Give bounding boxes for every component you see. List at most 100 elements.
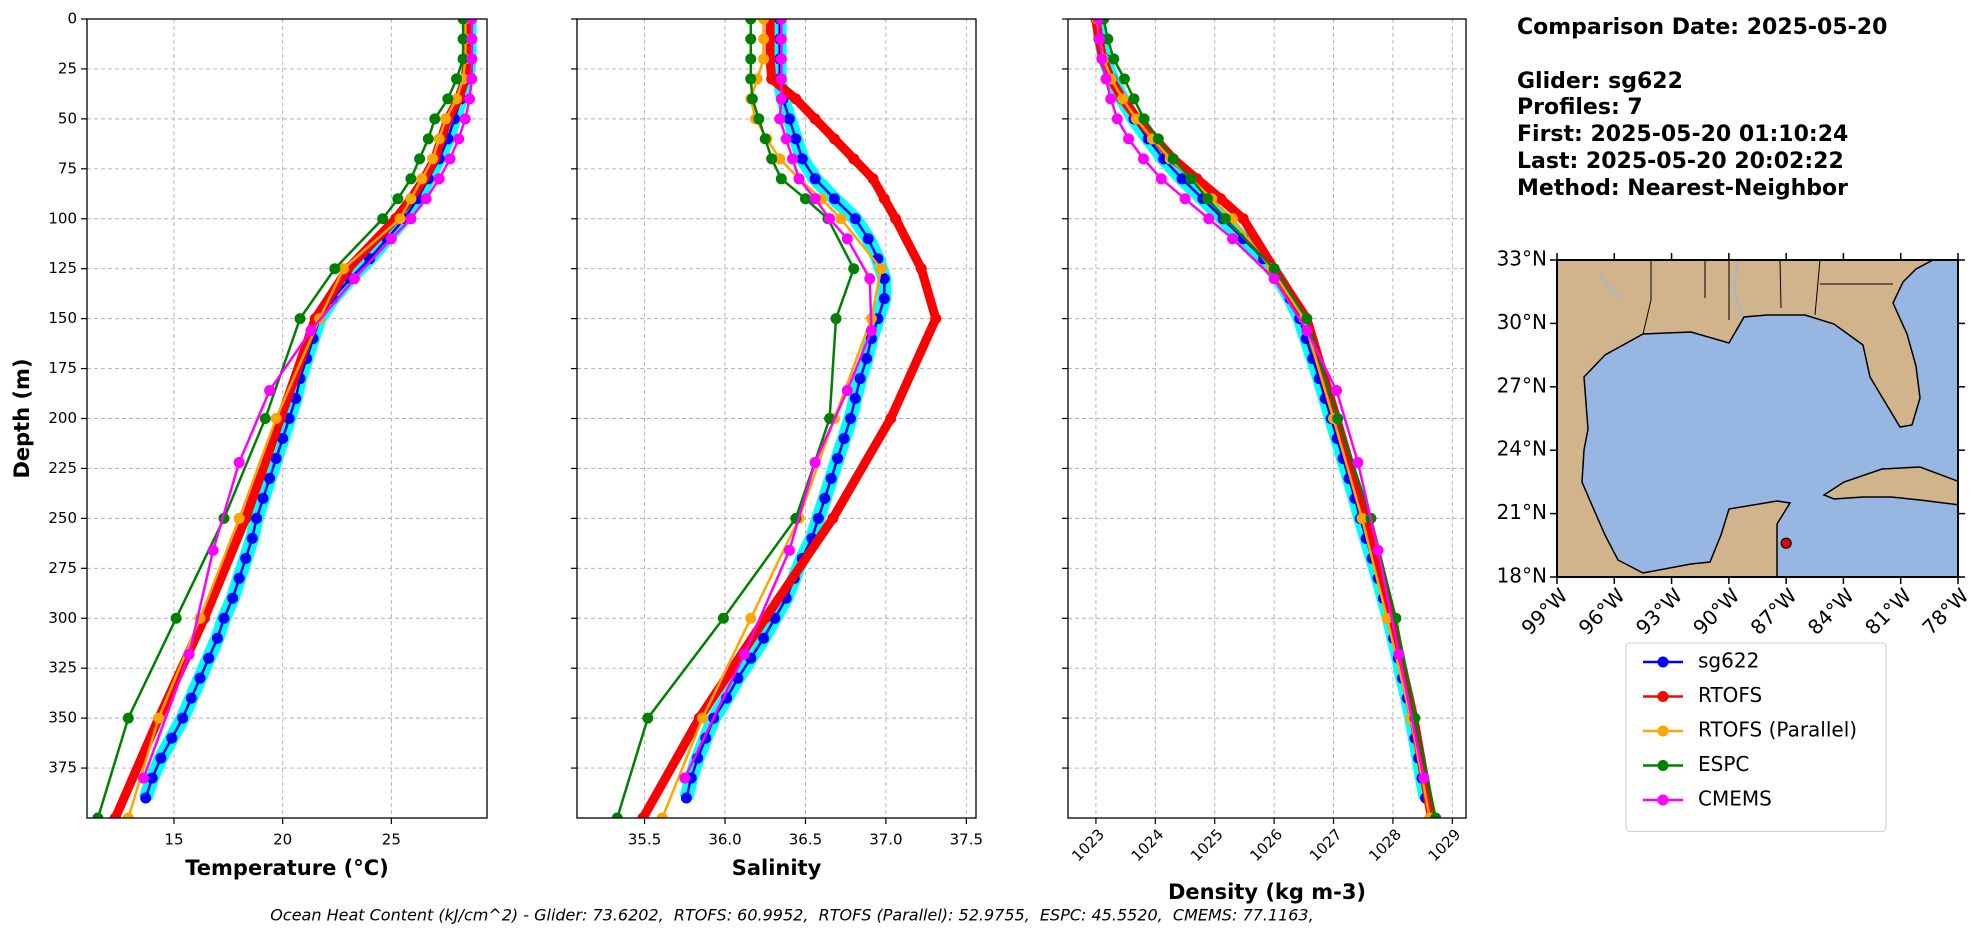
map-x-tick-label: 90°W bbox=[1688, 583, 1744, 639]
legend-box bbox=[1625, 642, 1887, 832]
x-tick-label: 1024 bbox=[1128, 825, 1168, 865]
profile-point bbox=[824, 213, 836, 225]
rivers bbox=[1599, 260, 1743, 318]
y-tick-label: 25 bbox=[58, 59, 77, 77]
profile-point bbox=[809, 193, 821, 205]
profile-point bbox=[1202, 193, 1214, 205]
profile-point bbox=[679, 772, 691, 784]
y-tick-label: 125 bbox=[48, 259, 77, 277]
profile-point bbox=[348, 273, 360, 285]
map-frame bbox=[1556, 259, 1959, 578]
y-axis-label: Depth (m) bbox=[10, 358, 34, 478]
profile-point bbox=[270, 452, 282, 464]
profile-point bbox=[745, 73, 757, 85]
x-tick-label: 37.5 bbox=[950, 831, 983, 849]
x-tick-label: 1023 bbox=[1068, 825, 1108, 865]
y-tick-label: 275 bbox=[48, 559, 77, 577]
info-line: Profiles: 7 bbox=[1517, 95, 1643, 120]
profile-point bbox=[451, 93, 463, 105]
profile-point bbox=[827, 512, 839, 524]
profile-point bbox=[259, 413, 271, 424]
legend-label: sg622 bbox=[1698, 649, 1759, 673]
profile-point bbox=[1176, 173, 1188, 185]
map-x-tick-label: 78°W bbox=[1917, 583, 1973, 639]
info-line: Last: 2025-05-20 20:02:22 bbox=[1517, 149, 1844, 174]
info-line: First: 2025-05-20 01:10:24 bbox=[1517, 122, 1848, 147]
map bbox=[1557, 260, 1958, 577]
profile-point bbox=[377, 213, 389, 225]
y-tick-label: 100 bbox=[48, 209, 77, 227]
profile-point bbox=[1118, 73, 1130, 85]
profile-point bbox=[416, 173, 428, 185]
profile-point bbox=[717, 612, 729, 624]
profile-point bbox=[246, 532, 258, 544]
profile-point bbox=[138, 772, 150, 784]
profile-point bbox=[183, 648, 195, 660]
y-tick-label: 375 bbox=[48, 759, 77, 777]
profile-point bbox=[227, 592, 239, 604]
profile-point bbox=[1128, 93, 1140, 105]
profile-point bbox=[283, 413, 295, 424]
profile-point bbox=[774, 113, 786, 125]
profile-point bbox=[1102, 33, 1114, 45]
glider-location bbox=[1780, 537, 1792, 549]
profile-point bbox=[845, 413, 857, 424]
profile-point bbox=[1372, 544, 1384, 556]
x-tick-label: 36.5 bbox=[789, 831, 822, 849]
series-group bbox=[92, 19, 478, 818]
y-tick-label: 0 bbox=[67, 10, 77, 28]
axes-frame bbox=[576, 18, 977, 819]
panel: 35.5 36.0 36.5 37.0 37.5 Salinity bbox=[571, 18, 983, 880]
profile-point bbox=[875, 263, 887, 275]
profile-point bbox=[812, 512, 824, 524]
profile-point bbox=[766, 153, 778, 165]
profile-point bbox=[1203, 213, 1215, 225]
profile-point bbox=[915, 263, 927, 275]
y-tick-label: 250 bbox=[48, 509, 77, 527]
x-tick-label: 37.0 bbox=[869, 831, 902, 849]
profile-point bbox=[1268, 273, 1280, 285]
info-line: Method: Nearest-Neighbor bbox=[1517, 176, 1848, 201]
profile-point bbox=[1237, 213, 1249, 225]
profile-point bbox=[841, 385, 853, 397]
profile-point bbox=[109, 812, 121, 818]
profile-point bbox=[453, 133, 465, 145]
profile-point bbox=[611, 812, 623, 818]
profile-point bbox=[1096, 53, 1108, 65]
legend-label: CMEMS bbox=[1698, 787, 1772, 811]
profile-point bbox=[166, 732, 178, 744]
profile-point bbox=[783, 544, 795, 556]
profile-point bbox=[177, 712, 189, 724]
profile-point bbox=[828, 133, 840, 145]
profile-point bbox=[466, 53, 478, 65]
profile-point bbox=[930, 313, 942, 325]
panel: 0 25 50 75 100 125 150 175 200 225 250 275 300 325 350… bbox=[10, 10, 488, 880]
profile-point bbox=[1123, 133, 1135, 145]
series-group bbox=[611, 19, 942, 818]
profile-point bbox=[194, 672, 206, 684]
profile-point bbox=[140, 792, 152, 804]
profile-point bbox=[861, 353, 873, 365]
x-tick-label: 25 bbox=[382, 831, 401, 849]
profile-point bbox=[865, 325, 877, 337]
map-x-tick-label: 81°W bbox=[1860, 583, 1916, 639]
profile-point bbox=[637, 812, 649, 818]
profile-point bbox=[775, 19, 787, 25]
profile-point bbox=[738, 648, 750, 660]
profile-point bbox=[854, 373, 866, 385]
profile-point bbox=[766, 73, 778, 85]
profile-point bbox=[257, 492, 269, 504]
profile-point bbox=[1155, 173, 1167, 185]
axes-frame bbox=[86, 18, 488, 819]
map-y-tick-label: 33°N bbox=[1497, 247, 1547, 271]
profile-point bbox=[864, 273, 876, 285]
y-tick-label: 350 bbox=[48, 709, 77, 727]
profile-point bbox=[92, 812, 104, 818]
profile-point bbox=[420, 193, 432, 205]
profile-point bbox=[264, 472, 276, 484]
legend-label: RTOFS bbox=[1698, 683, 1762, 707]
map-x-tick-label: 84°W bbox=[1803, 583, 1859, 639]
profile-point bbox=[793, 173, 805, 185]
legend-marker bbox=[1657, 760, 1669, 771]
